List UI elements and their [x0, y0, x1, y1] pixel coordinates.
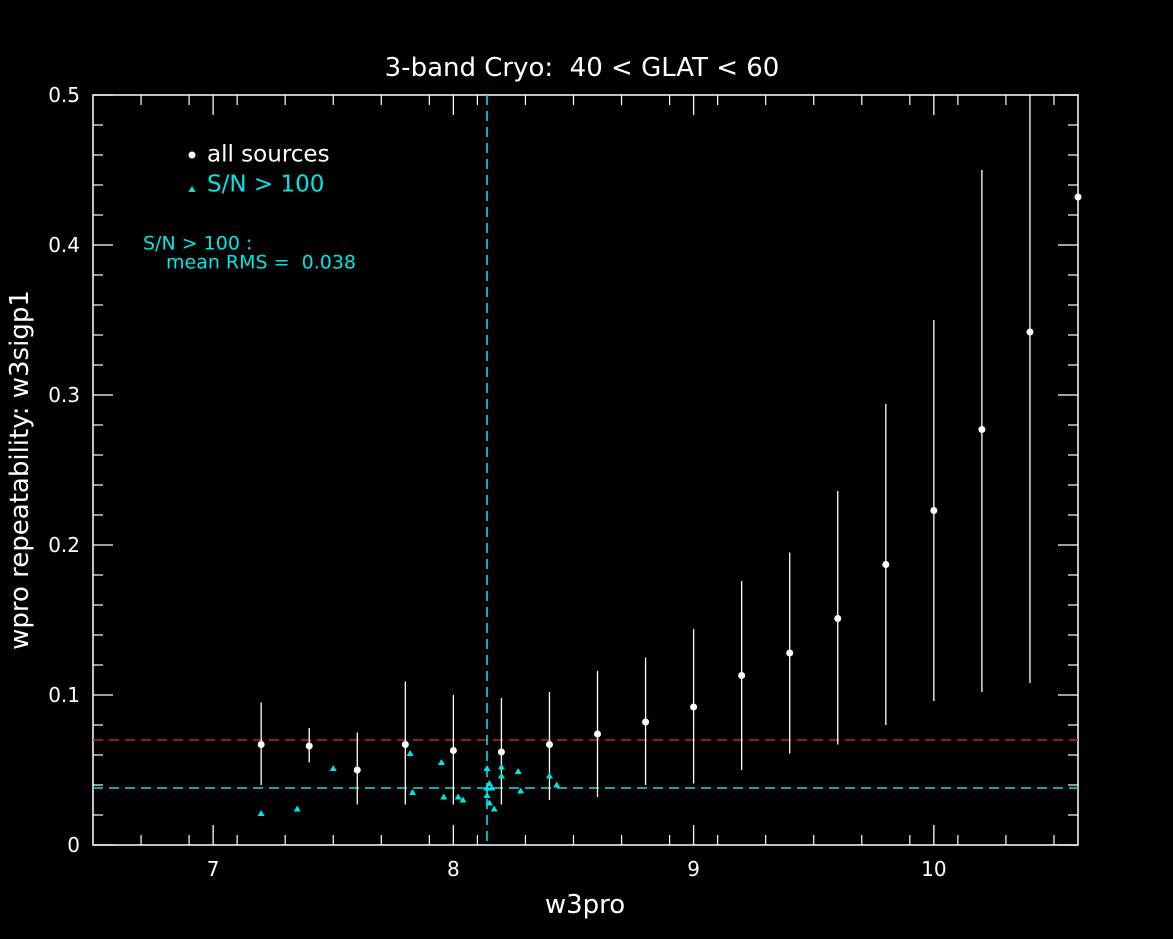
- point-high-snr: [409, 789, 417, 795]
- point-all-sources: [497, 748, 505, 756]
- legend-marker-all-sources: [188, 151, 196, 159]
- point-high-snr: [293, 805, 301, 812]
- chart-title: 3-band Cryo: 40 < GLAT < 60: [385, 53, 780, 83]
- point-all-sources: [545, 741, 553, 748]
- point-all-sources: [449, 747, 457, 754]
- point-all-sources: [738, 672, 746, 679]
- y-tick-label: 0.4: [48, 233, 80, 257]
- plot-frame: [92, 94, 1079, 846]
- point-high-snr: [497, 763, 505, 770]
- point-high-snr: [257, 810, 265, 816]
- legend-label-all-sources: all sources: [207, 142, 330, 168]
- legend-label-high-snr: S/N > 100: [207, 172, 324, 198]
- legend-note-line1: S/N > 100 :: [143, 233, 252, 255]
- point-high-snr: [490, 805, 498, 812]
- point-all-sources: [690, 703, 698, 711]
- point-high-snr: [485, 780, 493, 786]
- y-tick-label: 0.1: [48, 683, 80, 707]
- point-high-snr: [406, 750, 414, 756]
- point-high-snr: [517, 787, 525, 794]
- point-all-sources: [1026, 328, 1034, 336]
- y-tick-label: 0: [67, 833, 80, 857]
- x-tick-label: 8: [447, 857, 460, 881]
- y-tick-label: 0.3: [48, 383, 80, 407]
- point-all-sources: [642, 718, 650, 726]
- point-high-snr: [497, 772, 505, 779]
- point-high-snr: [454, 793, 462, 800]
- point-all-sources: [882, 561, 890, 568]
- point-high-snr: [483, 784, 491, 791]
- x-tick-label: 10: [921, 857, 946, 881]
- point-high-snr: [437, 759, 445, 765]
- point-all-sources: [353, 766, 361, 774]
- axis-ticks: 7 8 9 10 0 0.1 0.2 0.3 0.4 0.5: [48, 83, 1078, 881]
- y-tick-label: 0.5: [48, 83, 80, 107]
- legend-note-line2: mean RMS = 0.038: [166, 252, 356, 274]
- point-high-snr: [488, 784, 496, 791]
- point-all-sources: [978, 426, 986, 433]
- y-axis-label: wpro repeatability: w3sigp1: [5, 290, 35, 650]
- point-all-sources: [305, 742, 313, 750]
- reference-lines: [93, 95, 1078, 845]
- point-high-snr: [553, 781, 561, 788]
- x-tick-label: 7: [207, 857, 220, 881]
- point-high-snr: [483, 792, 491, 798]
- point-all-sources: [401, 741, 409, 748]
- point-high-snr: [545, 772, 553, 779]
- legend-marker-high-snr: [188, 186, 196, 192]
- legend: all sources S/N > 100 S/N > 100 : mean R…: [143, 142, 356, 274]
- point-high-snr: [440, 793, 448, 800]
- point-all-sources: [594, 730, 602, 738]
- point-all-sources: [257, 741, 265, 748]
- y-tick-label: 0.2: [48, 533, 80, 557]
- point-all-sources: [1074, 193, 1082, 201]
- point-high-snr: [459, 796, 467, 803]
- data-points: [257, 193, 1082, 816]
- point-high-snr: [514, 768, 522, 774]
- point-high-snr: [485, 799, 493, 806]
- point-high-snr: [483, 765, 491, 771]
- x-axis-label: w3pro: [545, 890, 625, 920]
- point-all-sources: [930, 507, 938, 514]
- point-all-sources: [786, 649, 794, 657]
- x-tick-label: 9: [687, 857, 700, 881]
- point-high-snr: [329, 765, 337, 771]
- point-all-sources: [834, 615, 842, 622]
